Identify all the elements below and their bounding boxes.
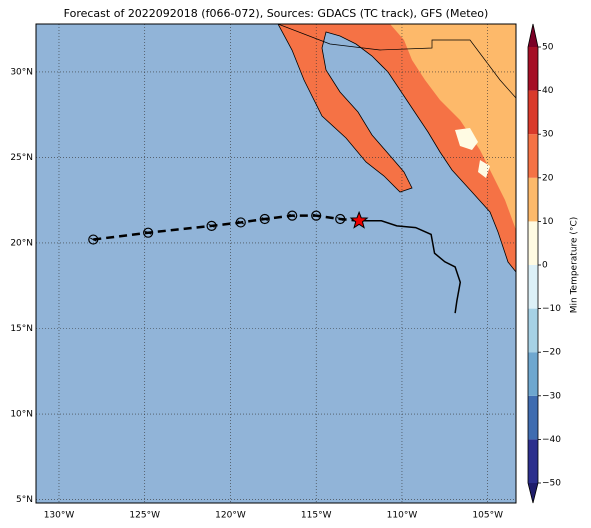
colorbar-tick-label: 50 — [542, 43, 554, 53]
forecast-point — [311, 210, 322, 221]
forecast-point-tick — [336, 217, 344, 221]
forecast-point — [335, 213, 346, 225]
colorbar-tick-label: −50 — [542, 479, 561, 489]
colorbar-segment — [528, 221, 538, 265]
forecast-point — [206, 220, 217, 231]
border — [277, 24, 516, 99]
colorbar-tick-label: −30 — [542, 391, 561, 401]
colorbar-tick-label: −10 — [542, 304, 561, 314]
colorbar-tick-label: 0 — [542, 261, 548, 271]
x-tick-label: 130°W — [44, 511, 75, 521]
y-tick-label: 10°N — [10, 410, 33, 420]
map-frame — [35, 23, 517, 504]
forecast-point-tick — [261, 217, 268, 221]
current-position — [349, 210, 369, 229]
colorbar-tick-label: −20 — [542, 348, 561, 358]
land-cool-area — [390, 24, 516, 230]
forecast-point-tick — [237, 220, 244, 225]
map-title: Forecast of 2022092018 (f066-072), Sourc… — [64, 7, 489, 20]
y-tick-label: 15°N — [10, 324, 33, 334]
colorbar-segment — [528, 134, 538, 178]
colorbar-over — [528, 24, 538, 47]
forecast-point — [143, 227, 154, 238]
colorbar-segment — [528, 90, 538, 135]
forecast-point-tick — [90, 237, 97, 242]
colorbar-label: Min Temperature (°C) — [570, 217, 580, 314]
colorbar-segment — [528, 177, 538, 222]
land-cold-area — [455, 128, 490, 178]
x-tick-label: 120°W — [215, 511, 246, 521]
y-tick-label: 20°N — [10, 238, 33, 248]
y-tick-label: 25°N — [10, 153, 33, 163]
forecast-point — [259, 213, 270, 225]
colorbar-segment — [528, 395, 538, 440]
forecast-point — [235, 217, 246, 228]
observed-track — [359, 219, 462, 314]
colorbar-tick-label: −40 — [542, 435, 561, 445]
colorbar-segment — [528, 47, 538, 91]
colorbar-segment — [528, 308, 538, 353]
forecast-point-tick — [144, 230, 152, 235]
y-tick-label: 30°N — [10, 67, 33, 77]
colorbar-segment — [528, 439, 538, 483]
colorbar-tick-label: 30 — [542, 130, 554, 140]
land — [277, 24, 516, 273]
x-tick-label: 115°W — [301, 511, 332, 521]
x-tick-label: 110°W — [387, 511, 418, 521]
colorbar-segment — [528, 352, 538, 396]
x-tick-label: 125°W — [129, 511, 160, 521]
colorbar-segment — [528, 265, 538, 309]
colorbar-tick-label: 20 — [542, 173, 554, 183]
forecast-point — [287, 210, 298, 221]
y-tick-label: 5°N — [16, 495, 33, 505]
colorbar-tick-label: 40 — [542, 86, 554, 96]
forecast-point-tick — [208, 223, 215, 228]
forecast-point-tick — [312, 213, 320, 218]
colorbar-tick-label: 10 — [542, 217, 554, 227]
forecast-point — [88, 234, 99, 245]
x-tick-label: 105°W — [472, 511, 503, 521]
forecast-point-tick — [288, 213, 296, 218]
colorbar-under — [528, 483, 538, 503]
